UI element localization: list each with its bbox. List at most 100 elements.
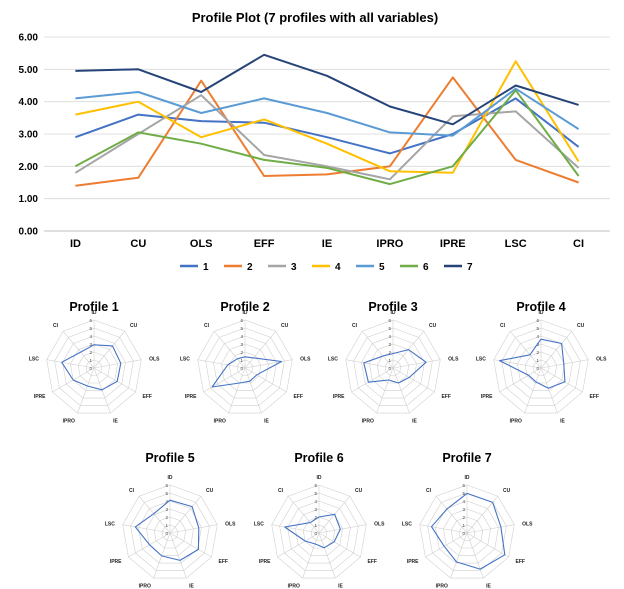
radar-ring-label: 0 (314, 531, 317, 536)
radar-ring-label: 3 (89, 342, 92, 347)
radar-ring (287, 500, 351, 564)
radar-spoke (493, 359, 542, 369)
radar-ring-label: 5 (462, 491, 465, 496)
radar-axis-label: LSC (476, 356, 486, 362)
radar-axis-label: ID (465, 475, 470, 481)
radar-spoke (435, 496, 468, 534)
radar-ring-label: 0 (240, 366, 243, 371)
radar-ring (302, 516, 336, 549)
radar-axis-label: CU (429, 323, 437, 329)
radar-axis-label: IPRO (362, 419, 374, 425)
radar-spoke (77, 367, 95, 414)
radar-axis-label: IE (113, 419, 118, 425)
radar-axis-label: IE (264, 419, 269, 425)
radar-ring (77, 351, 111, 384)
radar-axis-label: OLS (149, 356, 160, 362)
radar-axis-label: IPRO (63, 419, 75, 425)
radar-ring (419, 484, 515, 579)
radar-ring (458, 524, 476, 541)
radar-axis-label: IPRE (333, 394, 345, 400)
radar-ring-label: 4 (240, 334, 243, 339)
radar-axis-label: EFF (441, 394, 450, 400)
radar-axis-label: EFF (589, 394, 598, 400)
radar-ring (197, 319, 293, 414)
y-tick-label: 2.00 (19, 162, 39, 173)
radar-spoke (509, 331, 542, 369)
radar-ring (62, 335, 126, 399)
radar-ring (46, 319, 142, 414)
radar-spoke (46, 359, 95, 369)
radar-ring (236, 359, 254, 376)
radar-chart-profile-2: Profile 2 0 1 2 3 4 5 6ID CU OLS EFF IE IPRO IPRE LSC C… (180, 300, 311, 425)
radar-axis-label: EFF (293, 394, 302, 400)
legend-item-7: 7 (444, 262, 473, 273)
legend-label: 1 (203, 262, 209, 273)
radar-spoke (197, 359, 246, 369)
legend-label: 5 (379, 262, 385, 273)
radar-ring-label: 6 (240, 318, 243, 323)
radar-spoke (169, 532, 187, 579)
radar-spoke (203, 367, 246, 393)
x-tick-label: CI (573, 238, 584, 250)
legend-label: 7 (467, 262, 473, 273)
radar-ring-label: 1 (462, 523, 465, 528)
radar-ring-label: 3 (314, 507, 317, 512)
radar-ring (70, 343, 118, 391)
radar-ring (295, 508, 343, 556)
radar-axis-label: CI (278, 488, 284, 494)
radar-axis-label: CU (206, 488, 214, 494)
radar-ring-label: 3 (165, 507, 168, 512)
x-tick-label: ID (70, 238, 81, 250)
radar-ring (493, 319, 589, 414)
radar-axis-label: LSC (180, 356, 190, 362)
radar-axis-label: LSC (402, 521, 412, 527)
legend-item-2: 2 (224, 262, 253, 273)
radar-ring (279, 492, 359, 571)
radar-spoke (62, 331, 95, 369)
profile-line-chart: Profile Plot (7 profiles with all variab… (19, 10, 610, 273)
radar-spoke (392, 367, 410, 414)
radar-axis-label: IPRO (214, 419, 226, 425)
radar-chart-profile-3: Profile 3 0 1 2 3 4 5 6ID CU OLS EFF IE IPRO IPRE LSC C… (328, 300, 459, 425)
radar-spoke (524, 367, 542, 414)
radar-ring (205, 327, 285, 406)
radar-ring-label: 4 (388, 334, 391, 339)
radar-ring (524, 351, 558, 384)
legend-label: 6 (423, 262, 429, 273)
radar-ring (376, 351, 410, 384)
radar-ring (443, 508, 491, 556)
radar-axis-label: CI (500, 323, 506, 329)
series-line-7 (75, 53, 579, 126)
radar-charts: Profile 10123456IDCUOLSEFFIEIPROIPRELSCC… (29, 300, 607, 589)
radar-axis-label: IE (412, 419, 417, 425)
radar-axis-label: IPRE (185, 394, 197, 400)
radar-series (430, 492, 506, 570)
radar-axis-label: IE (189, 584, 194, 589)
radar-axis-label: ID (243, 310, 248, 316)
radar-spoke (244, 367, 287, 393)
radar-ring-label: 2 (388, 350, 391, 355)
radar-axis-label: LSC (105, 521, 115, 527)
y-tick-label: 6.00 (19, 33, 39, 44)
radar-chart-profile-7: Profile 7 0 1 2 3 4 5 6ID CU OLS EFF IE IPRO IPRE LSC C… (402, 451, 533, 589)
radar-chart-profile-5: Profile 5 0 1 2 3 4 5 6ID CU OLS EFF IE IPRO IPRE LSC C… (105, 451, 236, 589)
radar-spoke (93, 359, 142, 369)
radar-series (499, 338, 566, 389)
radar-ring-label: 0 (165, 531, 168, 536)
radar-axis-label: CU (577, 323, 585, 329)
radar-ring (501, 327, 581, 406)
radar-ring-label: 0 (388, 366, 391, 371)
radar-spoke (540, 367, 583, 393)
radar-spoke (540, 359, 589, 369)
legend-label: 2 (247, 262, 253, 273)
radar-ring-label: 2 (89, 350, 92, 355)
series-line-2 (75, 76, 579, 187)
radar-spoke (93, 367, 111, 414)
radar-ring-label: 4 (314, 499, 317, 504)
radar-spoke (425, 532, 468, 558)
radar-spoke (466, 532, 484, 579)
series-line-6 (74, 89, 580, 186)
x-tick-label: IE (322, 238, 332, 250)
radar-axis-label: IE (486, 584, 491, 589)
radar-spoke (466, 524, 515, 534)
